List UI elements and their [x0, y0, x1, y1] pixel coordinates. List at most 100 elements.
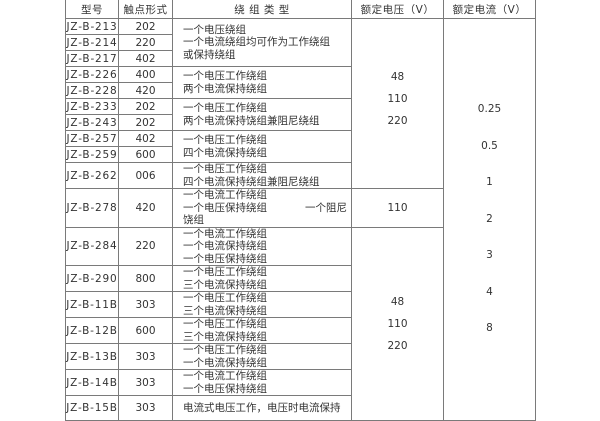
contact-cell: 303: [118, 395, 173, 421]
voltage-value: 110: [387, 92, 408, 105]
winding-cell: 一个电压工作绕组 三个电流保持绕组: [172, 317, 352, 344]
voltage-cell: 48 110 220: [351, 226, 444, 421]
contact-cell: 006: [118, 162, 173, 189]
voltage-value: 110: [387, 317, 408, 330]
winding-line: 三个电流保持绕组: [183, 278, 267, 291]
current-cell: 0.25 0.5 1 2 3 4 8: [443, 18, 536, 421]
model-cell: JZ-B-284: [65, 226, 119, 266]
contact-cell: 303: [118, 369, 173, 396]
model-cell: JZ-B-12B: [65, 317, 119, 344]
model-cell: JZ-B-14B: [65, 369, 119, 396]
winding-cell: 一个电压工作绕组 一个电流保持绕组: [172, 343, 352, 370]
current-value: 3: [486, 249, 493, 261]
table-row: JZ-B-13B 303 一个电压工作绕组 一个电流保持绕组: [65, 343, 536, 370]
voltage-list: 48 110 220: [352, 296, 443, 352]
model-cell: JZ-B-233: [65, 98, 119, 115]
contact-cell: 303: [118, 291, 173, 318]
current-value: 1: [486, 176, 493, 188]
table-row: JZ-B-12B 600 一个电压工作绕组 三个电流保持绕组: [65, 317, 536, 344]
header-current: 额定电流（V）: [443, 0, 536, 19]
model-cell: JZ-B-15B: [65, 395, 119, 421]
current-value: 2: [486, 212, 493, 225]
contact-cell: 202: [118, 114, 173, 131]
voltage-value: 48: [390, 70, 405, 83]
winding-line: 一个电压工作绕组: [183, 163, 267, 175]
winding-line: 一个电压保持绕组 一个阻尼饶组: [183, 201, 347, 227]
header-contact: 触点形式: [118, 0, 173, 19]
model-cell: JZ-B-226: [65, 66, 119, 83]
voltage-value: 48: [390, 295, 405, 308]
winding-cell: 一个电压工作绕组 四个电流保持绕组兼阻尼绕组: [172, 162, 352, 189]
current-value: 4: [486, 285, 493, 298]
winding-cell: 电流式电压工作，电压时电流保持: [172, 395, 352, 421]
winding-line: 一个电压保持绕组: [183, 252, 267, 265]
winding-line: 电流式电压工作，电压时电流保持: [183, 401, 341, 414]
winding-line: 三个电流保持绕组: [183, 330, 267, 343]
voltage-cell: 48 110 220: [351, 18, 444, 189]
voltage-value: 220: [387, 339, 408, 352]
model-cell: JZ-B-262: [65, 162, 119, 189]
header-voltage: 额定电压（V）: [351, 0, 444, 19]
model-cell: JZ-B-228: [65, 82, 119, 99]
voltage-list: 48 110 220: [352, 71, 443, 127]
contact-cell: 402: [118, 130, 173, 147]
model-cell: JZ-B-243: [65, 114, 119, 131]
table-row: JZ-B-284 220 一个电流工作绕组 一个电流保持绕组 一个电压保持绕组 48 110…: [65, 226, 536, 421]
table-row: JZ-B-262 006 一个电压工作绕组 四个电流保持绕组兼阻尼绕组: [65, 162, 536, 189]
winding-line: 两个电流保持绕组: [183, 82, 267, 95]
winding-cell: 一个电压工作绕组 四个电流保持绕组: [172, 130, 352, 163]
contact-cell: 800: [118, 265, 173, 292]
table-row: JZ-B-259 600: [65, 146, 536, 163]
winding-line: 一个电压工作绕组: [183, 292, 267, 304]
contact-cell: 202: [118, 18, 173, 35]
current-value: 0.5: [481, 139, 498, 152]
model-cell: JZ-B-213: [65, 18, 119, 35]
winding-line: 一个电压工作绕组: [183, 134, 267, 146]
winding-cell: 一个电压绕组 一个电流绕组均可作为工作绕组 或保持绕组: [172, 18, 352, 67]
model-cell: JZ-B-278: [65, 188, 119, 228]
table-row: JZ-B-243 202: [65, 114, 536, 131]
winding-cell: 一个电压工作绕组 三个电流保持绕组: [172, 291, 352, 318]
winding-line: 一个电流工作绕组: [183, 189, 267, 201]
winding-line: 一个电压工作绕组: [183, 266, 267, 278]
winding-line: 一个电流绕组均可作为工作绕组: [183, 36, 330, 49]
table-row: JZ-B-233 202 一个电压工作绕组 两个电流保持饶组兼阻尼绕组: [65, 98, 536, 131]
model-cell: JZ-B-290: [65, 265, 119, 292]
voltage-value: 110: [387, 201, 408, 214]
table-row: JZ-B-278 420 一个电流工作绕组 一个电压保持绕组 一个阻尼饶组 110: [65, 188, 536, 228]
winding-line: 一个电流工作绕组: [183, 370, 267, 382]
winding-line: 一个电流工作绕组: [183, 227, 267, 240]
header-model: 型号: [65, 0, 119, 19]
winding-cell: 一个电压工作绕组 三个电流保持绕组: [172, 265, 352, 292]
winding-line: 一个阻尼饶组: [183, 201, 347, 227]
winding-cell: 一个电流工作绕组 一个电压保持绕组: [172, 369, 352, 396]
winding-line: 一个电流保持绕组: [183, 240, 267, 252]
contact-cell: 420: [118, 82, 173, 99]
contact-cell: 400: [118, 66, 173, 83]
winding-line: 或保持绕组: [183, 48, 236, 61]
header-winding: 绕 组 类 型: [172, 0, 352, 19]
model-cell: JZ-B-11B: [65, 291, 119, 318]
voltage-value: 220: [387, 114, 408, 127]
current-value: 0.25: [477, 103, 502, 115]
current-list: 0.25 0.5 1 2 3 4 8: [444, 103, 535, 334]
contact-cell: 220: [118, 34, 173, 51]
contact-cell: 402: [118, 50, 173, 67]
winding-line: 两个电流保持饶组兼阻尼绕组: [183, 114, 320, 127]
winding-line: 一个电压工作绕组: [183, 344, 267, 356]
winding-line: 一个电流保持绕组: [183, 356, 267, 369]
contact-cell: 202: [118, 98, 173, 115]
contact-cell: 303: [118, 343, 173, 370]
winding-line: 一个电压保持绕组: [183, 382, 267, 395]
winding-line: 一个电压工作绕组: [183, 102, 267, 114]
model-cell: JZ-B-13B: [65, 343, 119, 370]
contact-cell: 220: [118, 226, 173, 266]
winding-cell: 一个电流工作绕组 一个电流保持绕组 一个电压保持绕组: [172, 226, 352, 266]
winding-line: 一个电压绕组: [183, 23, 246, 36]
model-cell: JZ-B-257: [65, 130, 119, 147]
current-value: 8: [486, 322, 493, 334]
winding-line: 一个电压工作绕组: [183, 318, 267, 330]
contact-cell: 600: [118, 146, 173, 163]
contact-cell: 420: [118, 188, 173, 228]
winding-line: 三个电流保持绕组: [183, 304, 267, 317]
